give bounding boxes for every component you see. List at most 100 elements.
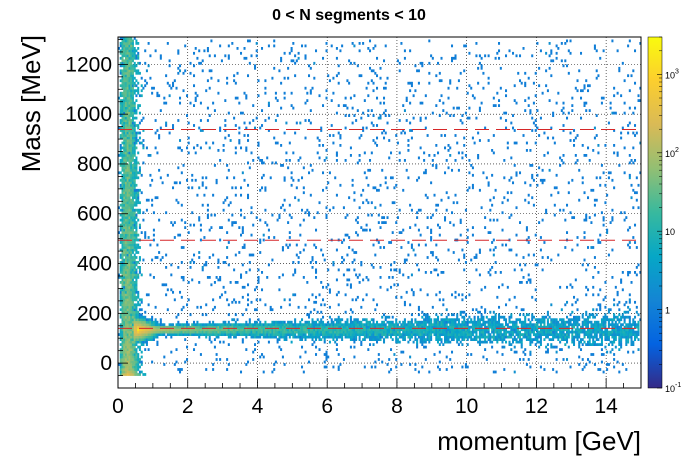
heatmap-cell [540,343,542,346]
heatmap-cell [219,276,221,279]
heatmap-cell [127,134,129,137]
heatmap-cell [383,313,385,316]
heatmap-cell [120,171,122,174]
heatmap-cell [577,338,579,341]
heatmap-cell [577,134,579,137]
heatmap-cell [256,117,258,120]
heatmap-cell [256,308,258,311]
heatmap-cell [158,251,160,254]
heatmap-cell [613,353,615,356]
heatmap-cell [289,204,291,207]
heatmap-cell [561,159,563,162]
heatmap-cell [312,331,314,334]
heatmap-cell [155,321,157,324]
heatmap-cell [428,326,430,329]
heatmap-cell [624,112,626,115]
heatmap-cell [566,231,568,234]
heatmap-cell [582,343,584,346]
heatmap-cell [240,194,242,197]
heatmap-cell [156,341,158,344]
heatmap-cell [603,318,605,321]
heatmap-cell [202,181,204,184]
heatmap-cell [611,209,613,212]
heatmap-cell [533,254,535,257]
heatmap-cell [123,288,125,291]
heatmap-cell [292,261,294,264]
heatmap-cell [251,301,253,304]
heatmap-cell [584,259,586,262]
heatmap-cell [353,269,355,272]
heatmap-cell [332,331,334,334]
heatmap-cell [123,266,125,269]
heatmap-cell [620,281,622,284]
heatmap-cell [493,196,495,199]
heatmap-cell [268,323,270,326]
heatmap-cell [542,321,544,324]
heatmap-cell [135,239,137,242]
heatmap-cell [183,279,185,282]
heatmap-cell [594,321,596,324]
heatmap-cell [441,341,443,344]
heatmap-cell [495,371,497,374]
heatmap-cell [404,321,406,324]
heatmap-cell [577,244,579,247]
heatmap-cell [244,122,246,125]
heatmap-cell [414,336,416,339]
heatmap-cell [536,127,538,130]
heatmap-cell [135,281,137,284]
heatmap-cell [278,216,280,219]
heatmap-cell [132,281,134,284]
heatmap-cell [259,326,261,329]
heatmap-cell [620,211,622,214]
heatmap-cell [479,109,481,112]
heatmap-cell [319,144,321,147]
heatmap-cell [334,341,336,344]
heatmap-cell [132,229,134,232]
heatmap-cell [503,346,505,349]
heatmap-cell [604,281,606,284]
heatmap-cell [212,321,214,324]
heatmap-cell [547,351,549,354]
heatmap-cell [477,154,479,157]
heatmap-cell [458,338,460,341]
heatmap-cell [627,124,629,127]
heatmap-cell [200,224,202,227]
heatmap-cell [437,338,439,341]
heatmap-cell [458,293,460,296]
heatmap-cell [174,221,176,224]
heatmap-cell [205,313,207,316]
heatmap-cell [259,127,261,130]
heatmap-cell [141,313,143,316]
heatmap-cell [291,171,293,174]
heatmap-cell [421,311,423,314]
heatmap-cell [127,356,129,359]
heatmap-cell [570,132,572,135]
heatmap-cell [177,201,179,204]
heatmap-cell [557,333,559,336]
heatmap-cell [610,221,612,224]
heatmap-cell [573,316,575,319]
heatmap-cell [258,269,260,272]
heatmap-cell [245,127,247,130]
heatmap-cell [430,333,432,336]
heatmap-cell [214,164,216,167]
heatmap-cell [156,196,158,199]
heatmap-cell [472,184,474,187]
heatmap-cell [120,276,122,279]
heatmap-cell [132,139,134,142]
heatmap-cell [355,219,357,222]
heatmap-cell [308,214,310,217]
heatmap-cell [388,321,390,324]
heatmap-cell [638,206,640,209]
heatmap-cell [467,241,469,244]
heatmap-cell [582,368,584,371]
heatmap-cell [123,336,125,339]
heatmap-cell [237,333,239,336]
heatmap-cell [493,331,495,334]
heatmap-cell [120,303,122,306]
heatmap-cell [618,341,620,344]
heatmap-cell [132,181,134,184]
heatmap-cell [258,281,260,284]
heatmap-cell [137,127,139,130]
heatmap-cell [310,109,312,112]
